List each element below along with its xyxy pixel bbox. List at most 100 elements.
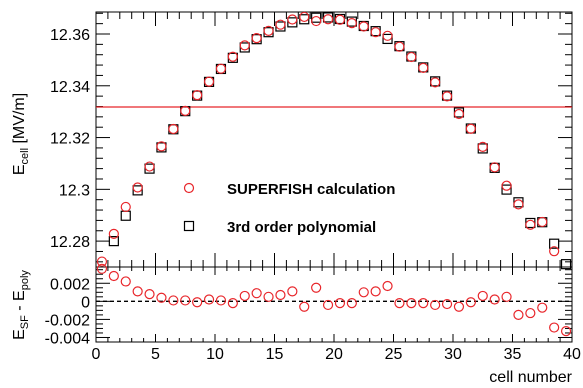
- superfish-point: [251, 33, 262, 44]
- superfish-point: [311, 15, 322, 27]
- residual-point: [156, 292, 167, 303]
- residual-point: [370, 286, 381, 297]
- residual-y-axis-title: ESF - Epoly: [11, 270, 31, 340]
- residual-point: [275, 289, 286, 301]
- residual-point: [358, 287, 369, 298]
- main-y-axis-title: Ecell [MV/m]: [11, 93, 31, 175]
- residual-y-tick-label: 0: [81, 294, 90, 311]
- residual-point: [239, 290, 250, 302]
- superfish-point: [537, 216, 548, 228]
- superfish-point: [322, 14, 334, 25]
- main-y-axis-title-base: E: [11, 164, 28, 175]
- superfish-point: [287, 14, 298, 25]
- residual-point: [334, 298, 346, 309]
- residual-point: [453, 301, 465, 312]
- main-y-tick-label: 12.34: [50, 79, 90, 96]
- superfish-point: [132, 182, 143, 193]
- residual-point: [477, 290, 488, 302]
- residual-point: [441, 298, 453, 310]
- superfish-point: [453, 108, 465, 120]
- main-y-tick-label: 12.3: [59, 182, 90, 199]
- superfish-point: [525, 219, 536, 230]
- legend: SUPERFISH calculation 3rd order polynomi…: [183, 181, 395, 236]
- polynomial-point: [239, 42, 250, 53]
- residual-point: [525, 307, 536, 319]
- x-tick-label: 40: [563, 346, 581, 363]
- legend-marker-polynomial: [183, 220, 195, 232]
- main-y-tick-label: 12.36: [50, 27, 90, 44]
- residual-point: [180, 295, 191, 306]
- residual-y-axis-title-sub1: SF: [19, 315, 31, 329]
- superfish-point: [394, 41, 405, 52]
- residual-panel-frame: [95, 266, 573, 343]
- residual-point: [132, 286, 143, 297]
- residual-point: [394, 298, 405, 309]
- residual-point: [382, 280, 393, 292]
- superfish-point: [549, 246, 560, 257]
- superfish-point: [96, 256, 108, 267]
- residual-point: [299, 301, 310, 312]
- residual-point: [120, 276, 131, 287]
- superfish-point: [180, 105, 191, 116]
- residual-point: [263, 291, 274, 302]
- residual-point: [311, 282, 322, 293]
- superfish-point: [501, 180, 512, 191]
- polynomial-point: [132, 185, 143, 196]
- residual-y-axis-title-sub2: poly: [19, 270, 31, 291]
- superfish-point: [382, 30, 393, 41]
- main-y-axis-title-sub: cell: [19, 148, 31, 165]
- residual-point: [287, 286, 298, 297]
- superfish-point: [513, 199, 524, 210]
- residual-point: [560, 326, 572, 337]
- residual-point: [192, 297, 203, 308]
- residual-point: [501, 291, 512, 302]
- polynomial-point: [382, 33, 393, 45]
- superfish-point: [120, 201, 131, 213]
- superfish-point: [156, 141, 167, 152]
- superfish-point: [465, 123, 476, 134]
- x-tick-label: 35: [504, 346, 522, 363]
- superfish-point: [227, 51, 238, 62]
- residual-point: [537, 302, 548, 313]
- superfish-point: [192, 90, 203, 101]
- legend-label-polynomial: 3rd order polynomial: [227, 219, 376, 236]
- polynomial-point: [549, 238, 560, 249]
- polynomial-point: [287, 17, 298, 28]
- superfish-point: [418, 62, 429, 74]
- residual-point: [465, 297, 476, 308]
- superfish-point: [299, 11, 310, 23]
- x-tick-label: 10: [206, 346, 224, 363]
- superfish-point: [430, 77, 441, 88]
- residual-point: [215, 295, 227, 306]
- residual-y-axis-title-mid: - E: [11, 290, 28, 315]
- residual-y-tick-label: -0.004: [45, 330, 90, 347]
- x-tick-label: 30: [444, 346, 462, 363]
- main-y-tick-label: 12.32: [50, 131, 90, 148]
- residual-point: [322, 299, 334, 311]
- superfish-point: [406, 51, 417, 63]
- main-y-tick-label: 12.28: [50, 234, 90, 251]
- superfish-point: [108, 228, 119, 239]
- superfish-point: [275, 19, 286, 30]
- polynomial-point: [501, 184, 512, 195]
- superfish-point: [239, 40, 250, 51]
- superfish-point: [168, 123, 179, 135]
- superfish-point: [441, 91, 453, 102]
- residual-point: [418, 298, 429, 309]
- superfish-point: [370, 27, 381, 38]
- residual-point: [96, 263, 108, 274]
- superfish-point: [144, 161, 155, 172]
- x-tick-label: 15: [266, 346, 284, 363]
- residual-point: [144, 289, 155, 300]
- residual-point: [227, 298, 238, 309]
- residual-point: [168, 295, 179, 306]
- polynomial-point: [560, 259, 572, 270]
- polynomial-point: [513, 197, 524, 208]
- superfish-point: [215, 63, 227, 74]
- superfish-point: [489, 162, 500, 173]
- polynomial-point: [108, 236, 119, 247]
- residual-point: [549, 322, 560, 333]
- residual-point: [489, 294, 500, 305]
